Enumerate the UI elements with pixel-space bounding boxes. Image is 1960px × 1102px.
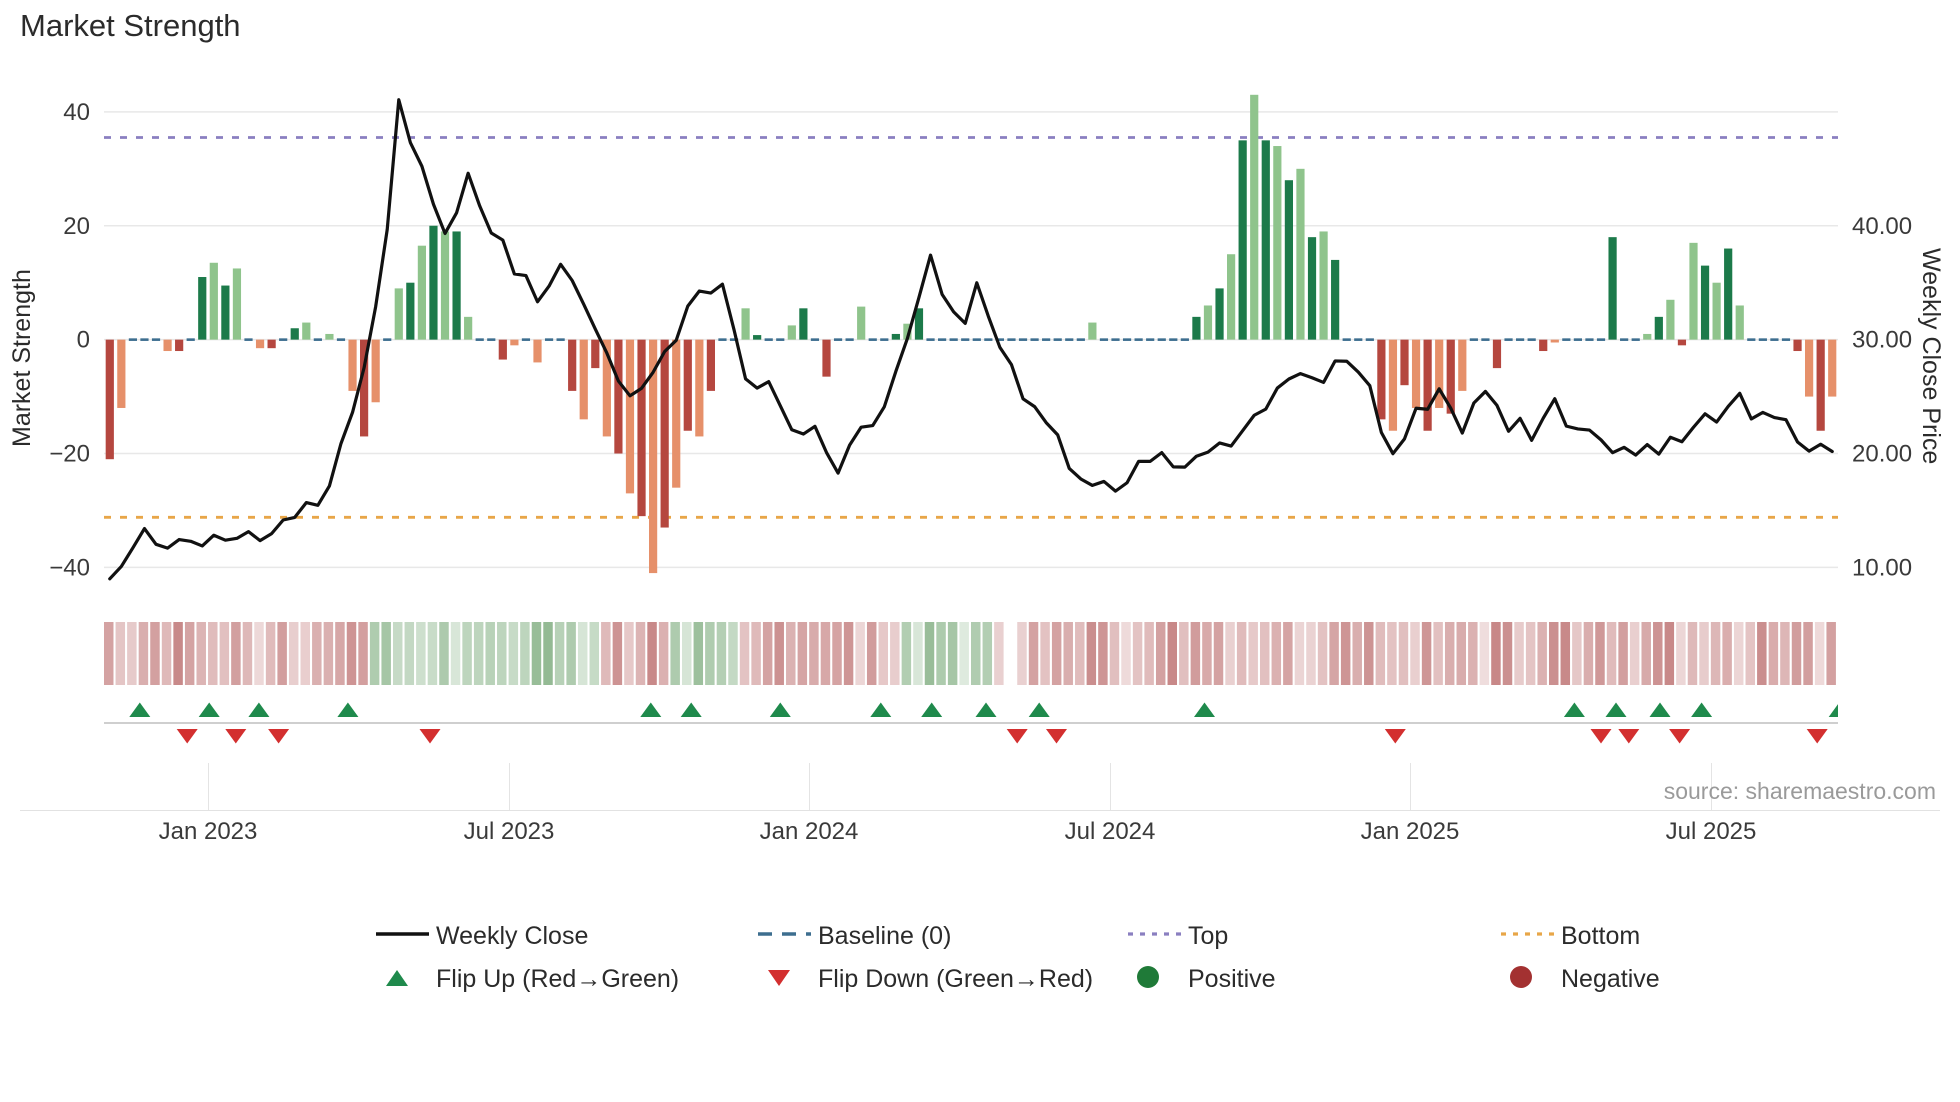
svg-text:−20: −20 (49, 441, 90, 468)
svg-text:20: 20 (63, 213, 90, 240)
svg-text:−40: −40 (49, 554, 90, 581)
svg-text:0: 0 (77, 327, 90, 354)
svg-text:40: 40 (63, 99, 90, 126)
svg-text:10.00: 10.00 (1852, 554, 1912, 581)
svg-text:40.00: 40.00 (1852, 213, 1912, 240)
svg-text:30.00: 30.00 (1852, 327, 1912, 354)
svg-text:20.00: 20.00 (1852, 441, 1912, 468)
